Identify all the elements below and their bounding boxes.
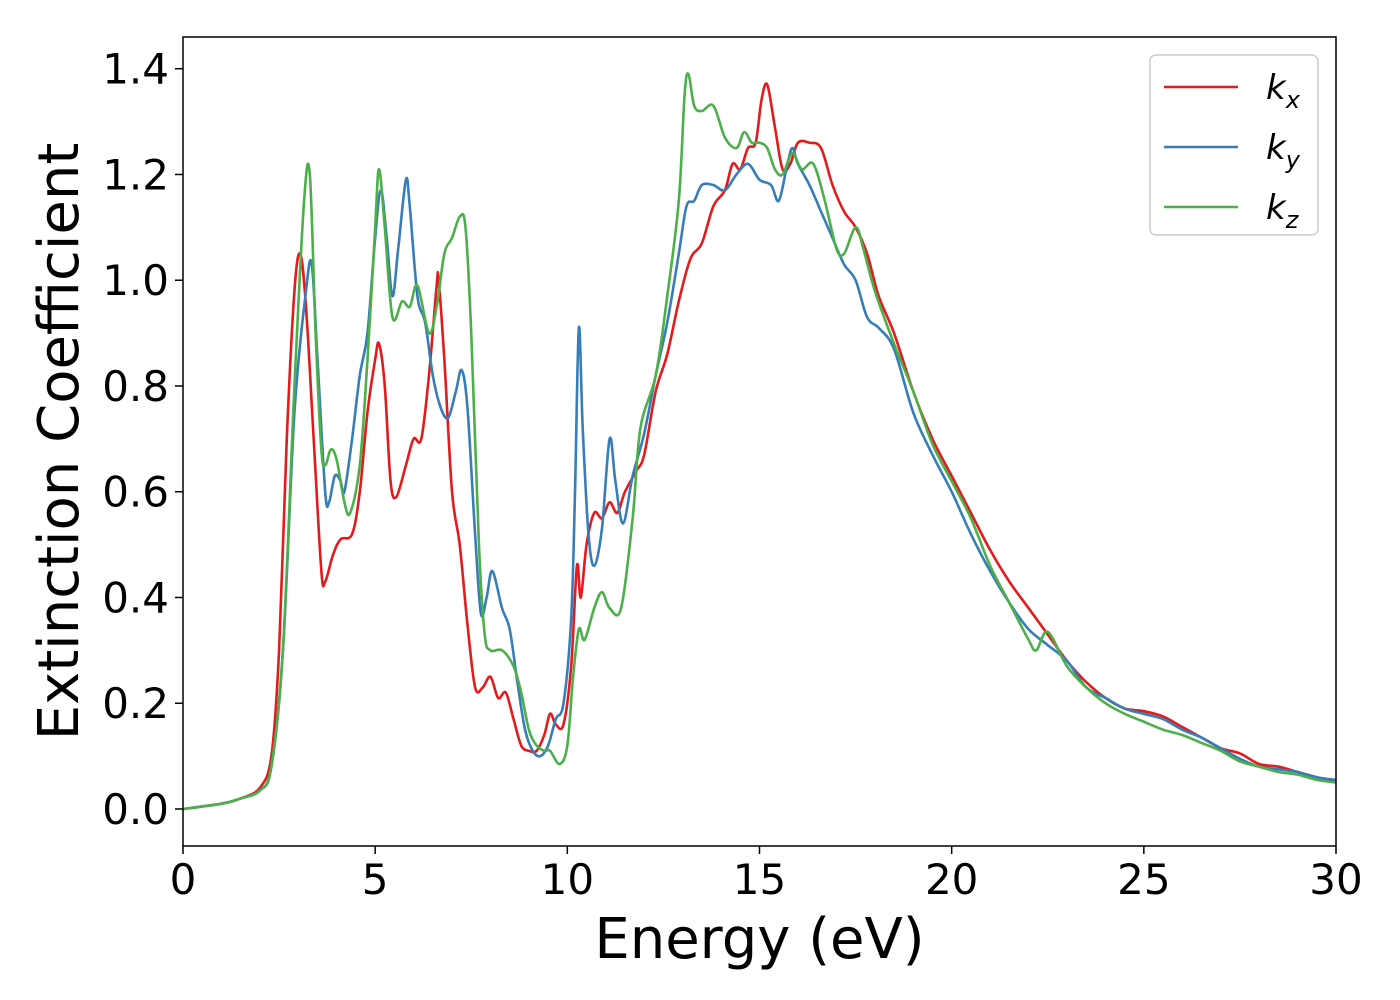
series-line-y [183,146,1336,811]
x-tick-label: 0 [170,855,197,904]
legend-label-y: ky [1266,128,1301,174]
x-tick-label: 10 [541,855,594,904]
y-tick-label: 0.8 [102,362,169,411]
x-tick-label: 25 [1117,855,1170,904]
x-tick-label: 5 [362,855,389,904]
plot-lines [183,72,1336,811]
y-tick-label: 0.2 [102,679,169,728]
y-tick-label: 1.2 [102,150,169,199]
x-axis-ticks: 0 5 10 15 20 25 30 [170,846,1363,904]
series-line-z [183,72,1336,811]
legend-label-z: kz [1266,188,1300,234]
y-tick-label: 1.0 [102,256,169,305]
y-tick-label: 1.4 [102,45,169,94]
x-tick-label: 20 [925,855,978,904]
series-line-x [183,82,1336,811]
y-tick-label: 0.0 [102,785,169,834]
legend-box [1149,54,1319,236]
x-tick-label: 30 [1309,855,1362,904]
legend: kx ky kz [1149,54,1319,236]
y-tick-label: 0.6 [102,468,169,517]
y-tick-label: 0.4 [102,573,169,622]
y-axis-label: Extinction Coefficient [27,143,92,741]
legend-label-x: kx [1266,68,1301,114]
x-axis-label: Energy (eV) [594,907,924,972]
x-tick-label: 15 [733,855,786,904]
y-axis-ticks: 0.0 0.2 0.4 0.6 0.8 1.0 1.2 1.4 [102,45,183,834]
